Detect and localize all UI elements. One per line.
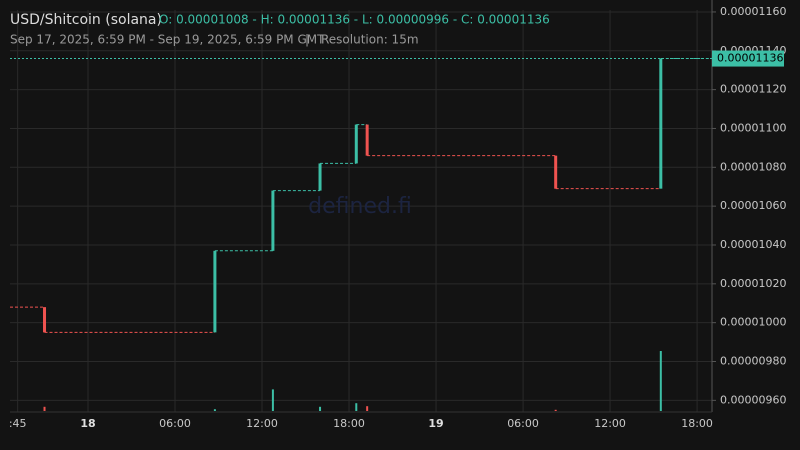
- candle: [354, 124, 358, 164]
- separator: |: [305, 33, 309, 47]
- y-tick-label: 0.00001100: [720, 121, 786, 134]
- y-tick-label: 0.00001120: [720, 83, 786, 96]
- candle: [271, 190, 275, 251]
- x-tick-label: 06:00: [507, 417, 539, 430]
- ohlc-summary: O: 0.00001008 - H: 0.00001136 - L: 0.000…: [159, 13, 550, 27]
- x-tick-label: :45: [9, 417, 27, 430]
- volume-bar: [355, 403, 358, 411]
- volume-bar: [366, 406, 369, 411]
- resolution: Resolution: 15m: [321, 33, 419, 47]
- candle: [554, 155, 558, 189]
- x-tick-label: 19: [428, 417, 443, 430]
- x-tick-label: 12:00: [594, 417, 626, 430]
- x-tick-label: 18: [80, 417, 95, 430]
- volume-bar: [271, 389, 274, 411]
- candle: [318, 163, 322, 191]
- candle: [659, 58, 663, 189]
- watermark: defined.fi: [308, 194, 412, 219]
- y-tick-label: 0.00001080: [720, 160, 786, 173]
- y-tick-label: 0.00001160: [720, 5, 786, 18]
- volume-bar: [213, 409, 216, 411]
- volume-bar: [554, 409, 557, 411]
- candle: [365, 124, 369, 156]
- volume-bar: [659, 351, 662, 411]
- x-tick-label: 06:00: [159, 417, 191, 430]
- y-tick-label: 0.00001020: [720, 277, 786, 290]
- last-price-tag: [712, 50, 784, 67]
- y-tick-label: 0.00001000: [720, 316, 786, 329]
- candle: [213, 250, 217, 333]
- last-price-label: 0.00001136: [717, 52, 783, 65]
- date-range: Sep 17, 2025, 6:59 PM - Sep 19, 2025, 6:…: [10, 33, 325, 47]
- chart-title: USD/Shitcoin (solana): [10, 12, 162, 28]
- volume-bar: [319, 406, 322, 411]
- y-tick-label: 0.00000960: [720, 393, 786, 406]
- volume-bar: [43, 406, 46, 411]
- candle: [43, 307, 47, 333]
- x-tick-label: 18:00: [681, 417, 713, 430]
- y-tick-label: 0.00000980: [720, 355, 786, 368]
- y-tick-label: 0.00001060: [720, 199, 786, 212]
- x-tick-label: 12:00: [246, 417, 278, 430]
- x-tick-label: 18:00: [333, 417, 365, 430]
- y-tick-label: 0.00001040: [720, 238, 786, 251]
